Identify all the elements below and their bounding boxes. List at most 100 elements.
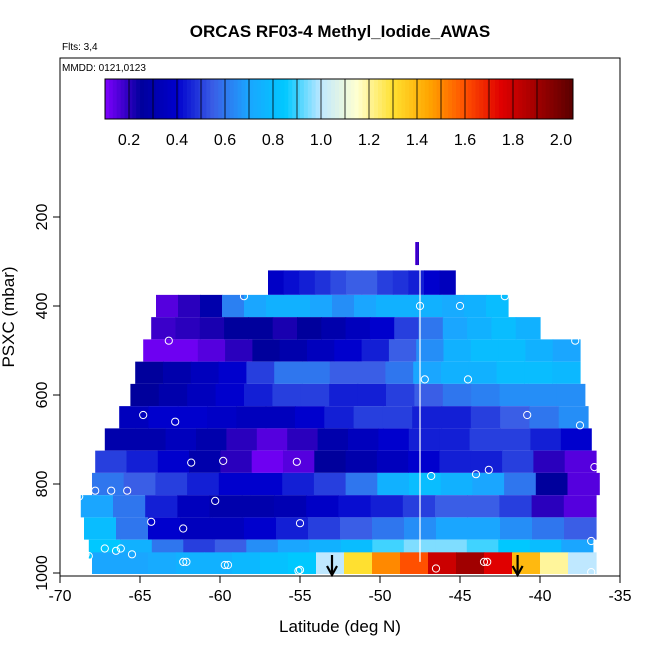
- colorbar-tick-label: 0.8: [262, 132, 284, 149]
- sample-point: [220, 560, 229, 570]
- heatmap-cell: [212, 517, 245, 540]
- heatmap-cell: [500, 428, 531, 451]
- heatmap-cell: [412, 406, 443, 429]
- colorbar-swatch: [397, 79, 402, 119]
- colorbar-swatch: [335, 79, 340, 119]
- colorbar-swatch: [448, 79, 453, 119]
- sample-point: [187, 458, 196, 467]
- colorbar-swatch: [541, 79, 547, 119]
- heatmap-layers: [80, 242, 600, 574]
- heatmap-cell: [471, 383, 501, 407]
- colorbar-swatch: [186, 79, 192, 119]
- x-tick-label: -65: [128, 588, 151, 605]
- heatmap-cell: [279, 339, 308, 362]
- colorbar-swatch: [284, 79, 289, 119]
- sample-point: [571, 336, 580, 345]
- heatmap-cell: [378, 428, 410, 451]
- heatmap-cell: [394, 317, 420, 340]
- heatmap-cell: [468, 361, 498, 384]
- heatmap-cell: [170, 339, 199, 362]
- heatmap-cell: [392, 270, 409, 295]
- sample-point: [127, 550, 137, 559]
- heatmap-cell: [299, 270, 316, 295]
- heatmap-cell: [197, 339, 226, 362]
- heatmap-cell: [442, 317, 468, 340]
- heatmap-cell: [218, 361, 247, 384]
- colorbar-swatch: [362, 79, 367, 119]
- y-tick-label: 400: [34, 293, 51, 320]
- colorbar-swatch: [229, 79, 235, 119]
- heatmap-cell: [388, 339, 417, 362]
- colorbar-swatch: [128, 79, 133, 119]
- heatmap-cell: [187, 472, 220, 496]
- colorbar-swatch: [459, 79, 465, 119]
- sample-point: [171, 417, 180, 426]
- sample-point: [484, 465, 493, 474]
- heatmap-cell: [416, 242, 419, 266]
- colorbar-swatch: [163, 79, 168, 119]
- heatmap-cell: [470, 339, 499, 362]
- heatmap-cell: [441, 361, 470, 384]
- sample-point: [292, 457, 301, 466]
- heatmap-cell: [196, 428, 227, 451]
- heatmap-cell: [225, 339, 253, 362]
- heatmap-cell: [306, 495, 339, 518]
- colorbar-swatch: [389, 79, 395, 119]
- colorbar-swatch: [179, 79, 184, 119]
- heatmap-cell: [274, 495, 307, 518]
- colorbar-swatch: [144, 79, 149, 119]
- colorbar-swatch: [218, 79, 223, 119]
- heatmap-cell: [178, 294, 201, 318]
- heatmap-cell: [92, 552, 121, 574]
- heatmap-cell: [135, 428, 167, 451]
- heatmap-cell: [564, 450, 597, 473]
- heatmap-cell: [113, 495, 146, 518]
- colorbar-swatch: [471, 79, 476, 119]
- sample-point: [143, 292, 153, 301]
- y-tick-label: 600: [34, 382, 51, 409]
- colorbar-swatch: [261, 79, 266, 119]
- y-tick-label: 200: [34, 204, 51, 231]
- heatmap-cell: [189, 450, 221, 473]
- colorbar-swatch: [280, 79, 285, 119]
- heatmap-cell: [260, 552, 289, 574]
- heatmap-cell: [287, 428, 319, 451]
- heatmap-cell: [256, 428, 288, 451]
- heatmap-cell: [135, 361, 164, 384]
- y-axis-label: PSXC (mbar): [0, 266, 18, 367]
- heatmap-cell: [332, 294, 355, 318]
- sample-point: [123, 486, 132, 495]
- colorbar-swatch: [296, 79, 301, 119]
- colorbar-swatch: [268, 79, 274, 119]
- colorbar-swatch: [545, 79, 551, 119]
- arrow-head: [326, 565, 338, 578]
- colorbar-swatch: [155, 79, 161, 119]
- sample-point: [147, 517, 156, 526]
- arrow-head: [511, 565, 524, 578]
- heatmap-cell: [232, 552, 261, 574]
- heatmap-cell: [372, 517, 405, 540]
- colorbar-swatch: [225, 79, 231, 119]
- heatmap-cell: [348, 428, 379, 451]
- colorbar-swatch: [147, 79, 153, 119]
- heatmap-cell: [272, 317, 298, 340]
- heatmap-cell: [177, 406, 208, 429]
- heatmap-cell: [504, 472, 537, 496]
- heatmap-cell: [268, 270, 285, 295]
- colorbar-swatch: [323, 79, 328, 119]
- heatmap-cell: [413, 361, 442, 384]
- colorbar-swatch: [456, 79, 461, 119]
- heatmap-cell: [246, 361, 275, 384]
- heatmap-cell: [353, 406, 384, 429]
- heatmap-cell: [417, 242, 419, 266]
- heatmap-cell: [500, 517, 533, 540]
- y-tick-label: 1000: [34, 555, 51, 591]
- heatmap-cell: [324, 406, 355, 429]
- colorbar-swatch: [549, 79, 554, 119]
- sample-point: [523, 410, 532, 420]
- colorbar-swatch: [311, 79, 317, 119]
- heatmap-cell: [302, 361, 331, 384]
- heatmap-cell: [530, 428, 562, 451]
- heatmap-cell: [176, 552, 205, 574]
